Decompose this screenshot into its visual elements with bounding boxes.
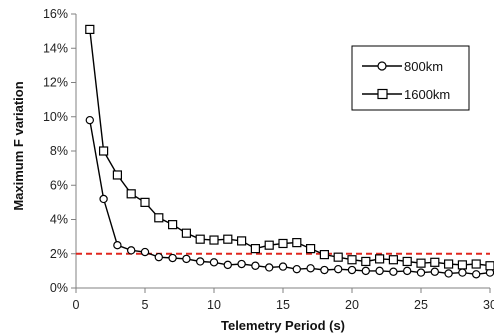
data-point bbox=[265, 263, 274, 272]
x-tick-label: 0 bbox=[73, 298, 80, 312]
data-point bbox=[154, 252, 163, 262]
data-point bbox=[112, 170, 123, 180]
data-point bbox=[85, 24, 95, 35]
data-point bbox=[292, 264, 301, 274]
data-point bbox=[154, 213, 164, 223]
data-point bbox=[168, 253, 177, 263]
data-point bbox=[403, 266, 412, 276]
y-tick-label: 0% bbox=[50, 281, 68, 295]
y-tick-label: 6% bbox=[50, 178, 68, 192]
data-point bbox=[140, 197, 150, 207]
data-point bbox=[278, 238, 288, 249]
data-point bbox=[444, 269, 453, 278]
data-point bbox=[333, 252, 343, 262]
series-800km bbox=[85, 115, 494, 279]
data-point bbox=[98, 146, 109, 156]
data-point bbox=[361, 266, 370, 276]
legend-marker-square bbox=[377, 88, 388, 100]
data-point bbox=[237, 259, 246, 269]
data-point bbox=[471, 259, 481, 269]
legend-label: 800km bbox=[404, 59, 443, 74]
data-point bbox=[278, 262, 288, 271]
data-point bbox=[195, 257, 205, 266]
y-tick-label: 14% bbox=[43, 41, 68, 55]
data-point bbox=[223, 234, 233, 244]
data-point bbox=[485, 261, 494, 271]
data-point bbox=[347, 265, 357, 275]
x-tick-label: 30 bbox=[483, 298, 494, 312]
y-axis-title: Maximum F variation bbox=[11, 81, 26, 210]
data-point bbox=[347, 255, 357, 265]
x-tick-label: 5 bbox=[142, 298, 149, 312]
data-point bbox=[320, 265, 329, 275]
x-tick-label: 25 bbox=[414, 298, 428, 312]
data-point bbox=[292, 238, 302, 248]
data-point bbox=[209, 235, 219, 245]
data-point bbox=[444, 259, 454, 269]
data-point bbox=[375, 266, 384, 276]
data-point bbox=[251, 261, 260, 270]
data-point bbox=[195, 234, 205, 244]
y-tick-label: 10% bbox=[43, 110, 68, 124]
data-point bbox=[85, 115, 95, 125]
data-point bbox=[430, 267, 439, 276]
data-point bbox=[223, 260, 232, 270]
data-point bbox=[306, 244, 316, 254]
series-group bbox=[85, 24, 494, 279]
data-point bbox=[113, 240, 122, 250]
legend-box bbox=[351, 45, 470, 111]
data-point bbox=[416, 268, 426, 277]
y-tick-label: 12% bbox=[43, 76, 68, 90]
data-point bbox=[458, 268, 467, 277]
y-tick-label: 8% bbox=[50, 144, 68, 158]
data-point bbox=[319, 250, 329, 260]
y-tick-labels: 0% 2% 4% 6% 8% 10% 12% 14% 16% bbox=[43, 7, 68, 295]
data-point bbox=[416, 258, 426, 268]
y-tick-label: 4% bbox=[50, 213, 68, 227]
data-point bbox=[389, 267, 398, 276]
legend-label: 1600km bbox=[404, 87, 450, 102]
data-point bbox=[361, 256, 371, 267]
series-1600km bbox=[85, 24, 494, 271]
data-point bbox=[209, 258, 219, 267]
y-tick-label: 16% bbox=[43, 7, 68, 21]
data-point bbox=[264, 240, 274, 250]
data-point bbox=[126, 189, 136, 199]
data-point bbox=[181, 228, 191, 238]
data-point bbox=[430, 257, 440, 267]
data-point bbox=[140, 247, 150, 257]
data-point bbox=[388, 255, 398, 265]
data-point bbox=[168, 220, 178, 230]
series-line bbox=[89, 120, 491, 276]
x-axis-title: Telemetry Period (s) bbox=[221, 318, 345, 333]
x-tick-label: 10 bbox=[207, 298, 221, 312]
data-point bbox=[99, 194, 108, 204]
data-point bbox=[237, 236, 247, 246]
data-point bbox=[402, 256, 412, 267]
data-point bbox=[472, 270, 481, 279]
data-point bbox=[126, 246, 136, 255]
x-tick-label: 15 bbox=[276, 298, 290, 312]
data-point bbox=[334, 264, 343, 274]
axes-group bbox=[71, 13, 491, 293]
data-point bbox=[250, 244, 260, 254]
legend: 800km 1600km bbox=[351, 45, 470, 111]
legend-marker-circle bbox=[377, 61, 387, 71]
data-point bbox=[375, 254, 385, 264]
data-point bbox=[457, 260, 467, 270]
data-point bbox=[306, 264, 315, 273]
x-tick-label: 20 bbox=[345, 298, 359, 312]
data-point bbox=[182, 254, 191, 264]
y-tick-label: 2% bbox=[50, 247, 68, 261]
x-tick-labels: 0 5 10 15 20 25 30 bbox=[73, 298, 494, 312]
